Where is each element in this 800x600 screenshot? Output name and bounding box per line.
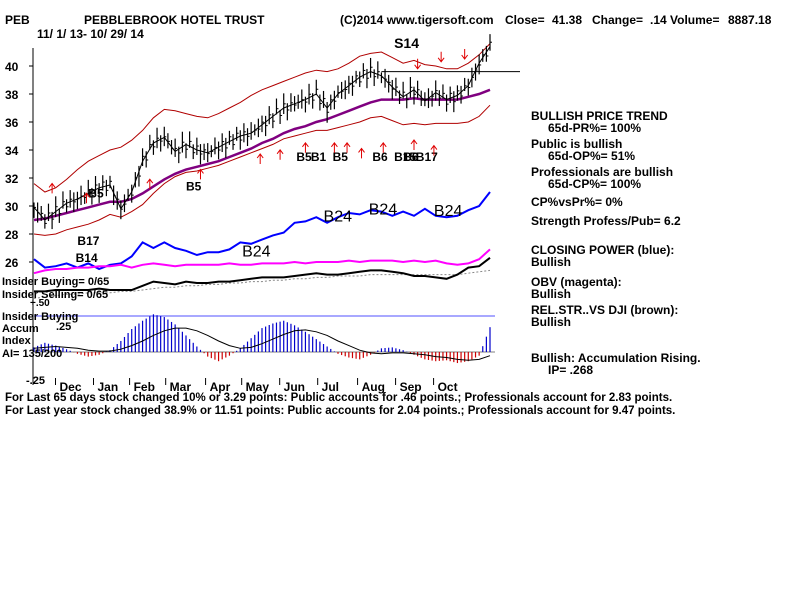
closing-power-status: Bullish: [531, 255, 571, 269]
relstr-title: REL.STR..VS DJI (brown):: [531, 303, 678, 317]
professionals-title: Professionals are bullish: [531, 165, 673, 179]
change-label: Change=: [592, 13, 643, 27]
signal-label-b5: B5: [88, 187, 104, 201]
month-label: Aug: [362, 380, 385, 394]
month-label: Mar: [170, 380, 192, 394]
change-value: .14: [650, 13, 667, 27]
public-title: Public is bullish: [531, 137, 622, 151]
company-name: PEBBLEBROOK HOTEL TRUST: [84, 13, 265, 27]
copyright-text: (C)2014 www.tigersoft.com: [340, 13, 494, 27]
closing-power-line: [33, 191, 491, 271]
signal-label-b17: B17: [77, 234, 99, 248]
month-label: Jun: [284, 380, 305, 394]
signal-label-b15: B15: [394, 150, 416, 164]
ai-value: AI= 135/200: [2, 348, 62, 360]
signal-label-b14: B14: [76, 251, 98, 265]
ticker-symbol: PEB: [5, 13, 30, 27]
down-arrow-icon: [437, 51, 445, 63]
volume-label: Volume=: [670, 13, 719, 27]
relstr-ma-dotted-line: [33, 269, 491, 299]
y-tick-label: 38: [5, 88, 19, 102]
y-tick-label: 40: [5, 60, 19, 74]
ip-value: IP= .268: [548, 363, 593, 377]
strength-ratio: Strength Profess/Pub= 6.2: [531, 214, 681, 228]
down-arrow-icon: [461, 49, 469, 60]
insider-buying-label: Insider Buying: [2, 311, 78, 323]
accum-scale-mid: .25: [56, 321, 71, 333]
upper-band-line: [33, 43, 491, 193]
volume-value: 8887.18: [728, 13, 772, 27]
y-tick-label: 28: [5, 228, 19, 242]
up-arrow-icon: [48, 182, 56, 194]
closing-power-title: CLOSING POWER (blue):: [531, 243, 674, 257]
month-label: Dec: [59, 380, 81, 394]
month-label: Oct: [438, 380, 458, 394]
up-arrow-icon: [146, 178, 154, 190]
up-arrow-icon: [256, 153, 264, 164]
accumulation-status: Bullish: Accumulation Rising.: [531, 351, 701, 365]
month-label: Feb: [134, 380, 155, 394]
cp-signal-label: B24: [324, 208, 353, 225]
up-arrow-icon: [379, 141, 387, 153]
footer-year: For Last year stock changed 38.9% or 11.…: [5, 405, 675, 417]
up-arrow-icon: [410, 139, 418, 150]
index-label: Index: [2, 335, 32, 347]
date-range: 11/ 1/ 13- 10/ 29/ 14: [37, 27, 144, 41]
signal-label-b5: B5: [333, 150, 349, 164]
month-label: Jan: [97, 380, 118, 394]
signal-label-b5: B5: [296, 150, 312, 164]
y-tick-label: 36: [5, 116, 19, 130]
lower-band-line: [33, 104, 491, 236]
accum-label: Accum: [2, 323, 39, 335]
trend-title: BULLISH PRICE TREND: [531, 109, 668, 123]
price-close-line: [33, 46, 491, 221]
y-tick-label: 34: [5, 144, 19, 158]
up-arrow-icon: [430, 144, 438, 156]
signal-label-b5: B5: [186, 180, 202, 194]
signal-label-b17: B17: [416, 150, 438, 164]
month-label: May: [246, 380, 270, 394]
close-label: Close=: [505, 13, 545, 27]
signal-label-b1: B1: [311, 150, 327, 164]
up-arrow-icon: [302, 141, 309, 153]
close-value: 41.38: [552, 13, 582, 27]
footer-65-day: For Last 65 days stock changed 10% or 3.…: [5, 392, 672, 404]
month-label: Apr: [210, 380, 231, 394]
relstr-status: Bullish: [531, 315, 571, 329]
cp-signal-label: B24: [434, 203, 463, 220]
month-label: Jul: [322, 380, 339, 394]
up-arrow-icon: [343, 141, 351, 153]
accum-ma-line: [33, 327, 491, 361]
professionals-sub: 65d-CP%= 100%: [548, 177, 641, 191]
insider-buying-count: Insider Buying= 0/65: [2, 276, 109, 288]
trend-sub: 65d-PR%= 100%: [548, 121, 641, 135]
up-arrow-icon: [330, 141, 338, 153]
signal-label-b6: B6: [372, 150, 388, 164]
relstr-line: [34, 257, 491, 293]
insider-selling-count: Insider Selling= 0/65: [2, 289, 108, 301]
up-arrow-icon: [276, 148, 284, 160]
cp-signal-label: B24: [242, 243, 271, 260]
obv-status: Bullish: [531, 287, 571, 301]
up-arrow-icon: [83, 192, 90, 204]
cp-signal-label: B24: [369, 201, 398, 218]
accum-scale-top: +.50: [30, 298, 50, 309]
obv-line: [33, 248, 491, 275]
signal-label-b6: B6: [403, 150, 419, 164]
y-tick-label: 26: [5, 256, 19, 270]
cp-vs-pr: CP%vsPr%= 0%: [531, 195, 623, 209]
down-arrow-icon: [414, 58, 422, 70]
month-label: Sep: [400, 380, 422, 394]
up-arrow-icon: [358, 147, 365, 159]
accum-scale-bottom: -.25: [26, 375, 45, 387]
y-tick-label: 30: [5, 200, 19, 214]
public-sub: 65d-OP%= 51%: [548, 149, 635, 163]
up-arrow-icon: [197, 168, 204, 180]
signal-label-s14: S14: [394, 35, 419, 51]
y-tick-label: 32: [5, 172, 19, 186]
obv-title: OBV (magenta):: [531, 275, 622, 289]
